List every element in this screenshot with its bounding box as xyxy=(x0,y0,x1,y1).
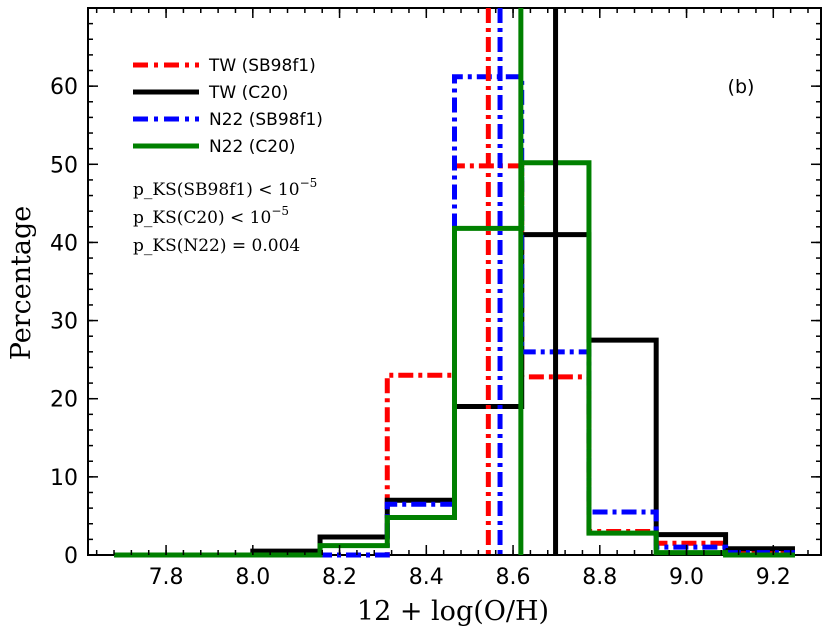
stat-annotation-2: p_KS(N22) = 0.004 xyxy=(133,236,300,256)
plot-frame xyxy=(87,7,822,556)
x-tick-label: 9.2 xyxy=(756,565,791,590)
stat-annotation-0: p_KS(SB98f1) < 10−5 xyxy=(133,176,317,200)
x-tick-label: 8.2 xyxy=(322,565,357,590)
stat-annotation-1: p_KS(C20) < 10−5 xyxy=(133,204,289,228)
y-axis-label: Percentage xyxy=(6,206,37,361)
series-3-histogram xyxy=(114,160,795,558)
y-tick-label: 10 xyxy=(50,466,78,491)
x-tick-label: 9.0 xyxy=(669,565,704,590)
x-tick-label: 8.0 xyxy=(235,565,270,590)
plot-area xyxy=(87,7,822,556)
y-tick-label: 0 xyxy=(64,544,78,569)
panel-label: (b) xyxy=(728,76,755,98)
y-tick-label: 20 xyxy=(50,388,78,413)
x-tick-label: 7.8 xyxy=(149,565,184,590)
y-tick-label: 40 xyxy=(50,231,78,256)
legend-label-2: N22 (SB98f1) xyxy=(209,110,323,130)
legend-label-0: TW (SB98f1) xyxy=(208,56,316,76)
y-tick-label: 60 xyxy=(50,75,78,100)
axis-tick-labels: 7.8 8.0 8.2 8.4 8.6 8.8 9.0 9.2 0 10 20 30 40 50 60 xyxy=(50,75,791,590)
legend-label-1: TW (C20) xyxy=(208,83,288,103)
x-tick-label: 8.8 xyxy=(582,565,617,590)
x-tick-label: 8.4 xyxy=(409,565,444,590)
y-tick-label: 30 xyxy=(50,310,78,335)
axis-ticks xyxy=(88,7,821,556)
y-tick-label: 50 xyxy=(50,153,78,178)
x-axis-label: 12 + log(O/H) xyxy=(357,596,549,627)
statistics-annotations: p_KS(SB98f1) < 10−5 p_KS(C20) < 10−5 p_KS(… xyxy=(133,176,317,256)
x-tick-label: 8.6 xyxy=(496,565,531,590)
legend-label-3: N22 (C20) xyxy=(209,137,296,157)
legend: TW (SB98f1) TW (C20) N22 (SB98f1) N22 (C20) xyxy=(133,56,323,157)
median-lines xyxy=(485,8,559,555)
